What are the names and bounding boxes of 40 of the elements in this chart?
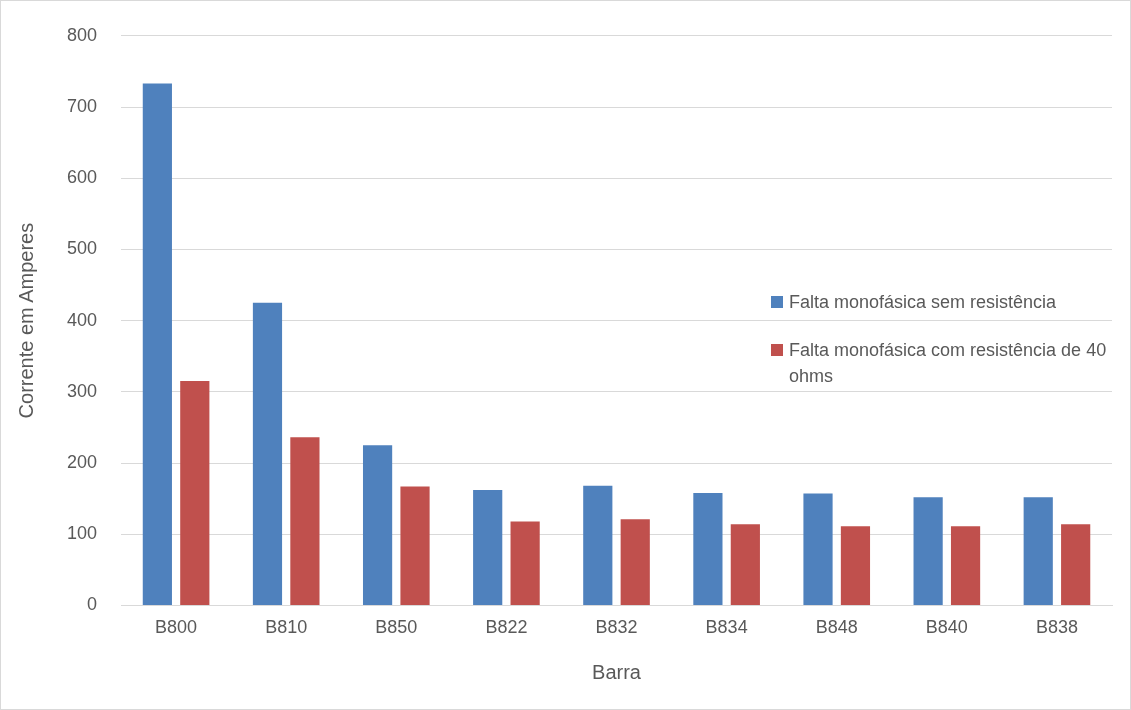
legend-label: Falta monofásica sem resistência [789,291,1057,314]
y-tick-label: 200 [66,451,98,472]
legend-label: Falta monofásica com resistência de 40 ohms [789,339,1108,388]
bar [913,497,943,605]
bar [840,526,871,605]
y-tick-label: 700 [66,95,98,116]
x-tick-label: B810 [265,617,308,638]
bar [950,526,981,605]
y-tick-label: 500 [66,238,98,259]
bar [693,492,723,605]
x-tick-label: B840 [925,617,968,638]
bar [583,485,613,605]
y-tick-label: 0 [87,594,98,615]
x-tick-label: B822 [485,617,528,638]
y-axis-title: Corrente em Amperes [14,222,37,419]
bar [400,486,430,605]
bar [620,519,650,605]
x-tick-label: B834 [705,617,748,638]
y-tick-label: 400 [66,309,98,330]
x-axis-title: Barra [592,660,642,683]
bar [1061,524,1091,605]
x-tick-label: B838 [1035,617,1078,638]
bar [142,83,172,605]
bar [473,490,503,605]
y-tick-label: 800 [66,24,98,45]
bar [252,302,283,605]
x-tick-label: B848 [815,617,858,638]
bar [362,445,393,605]
bar [290,437,320,605]
y-tick-label: 100 [66,523,98,544]
bar [510,521,540,605]
x-tick-label: B850 [375,617,418,638]
x-tick-label: B800 [155,617,198,638]
x-tick-label: B832 [595,617,638,638]
y-tick-label: 600 [66,167,98,188]
bar [803,493,833,605]
bar [1023,497,1053,605]
bar [730,524,760,605]
bar [180,381,210,605]
y-tick-label: 300 [66,380,98,401]
